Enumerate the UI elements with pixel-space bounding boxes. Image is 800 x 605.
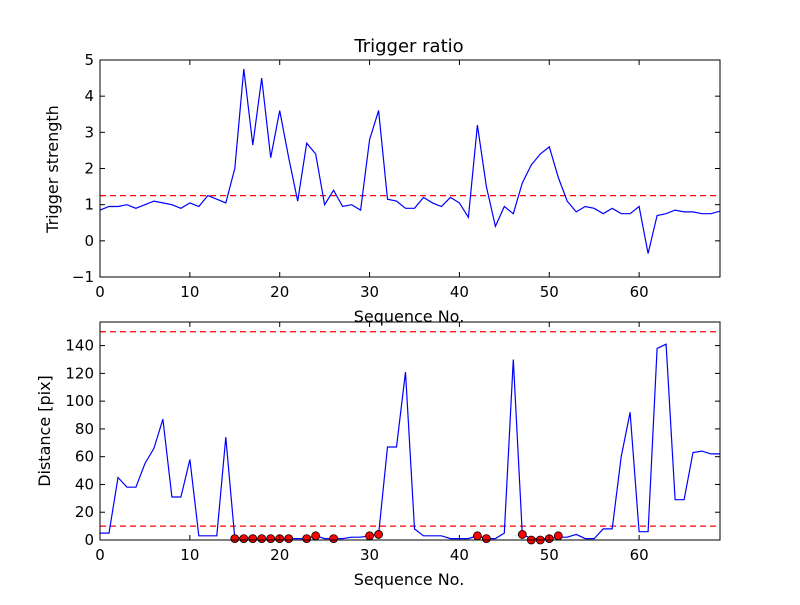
- x-axis-label-top: Sequence No.: [354, 307, 465, 326]
- y-tick-label: 60: [75, 448, 94, 466]
- data-point-marker: [374, 530, 383, 539]
- y-axis-label-bottom: Distance [pix]: [35, 375, 54, 487]
- y-tick-label: 3: [84, 123, 94, 141]
- data-point-marker: [481, 534, 491, 544]
- x-tick-label: 0: [95, 283, 105, 301]
- y-tick-label: 1: [84, 196, 94, 214]
- data-point-marker: [302, 534, 312, 544]
- x-tick-label: 60: [630, 546, 649, 564]
- x-tick-label: 50: [540, 546, 559, 564]
- x-tick-label: 60: [630, 283, 649, 301]
- data-point-marker: [230, 534, 240, 544]
- series-line: [100, 343, 720, 540]
- data-point-marker: [266, 534, 276, 544]
- distance-plot: 0 10 20 30 40 50 60 0 20 40 60 80 100 120 140: [65, 321, 721, 564]
- data-point-marker: [311, 531, 321, 541]
- y-axis-label-top: Trigger strength: [43, 105, 62, 234]
- x-tick-label: 40: [450, 546, 469, 564]
- x-tick-label: 0: [95, 546, 105, 564]
- y-tick-label: 80: [75, 420, 94, 438]
- x-axis-label-bottom: Sequence No.: [354, 570, 465, 589]
- y-tick-label: 2: [84, 160, 94, 178]
- x-tick-label: 20: [270, 546, 289, 564]
- data-point-marker: [329, 534, 339, 544]
- chart-title: Trigger ratio: [353, 36, 463, 57]
- x-tick-label: 10: [180, 283, 199, 301]
- y-tick-label: 0: [84, 232, 94, 250]
- y-tick-label: 140: [65, 337, 94, 355]
- y-tick-label: 20: [75, 503, 94, 521]
- data-point-marker: [284, 534, 294, 544]
- x-tick-label: 30: [360, 546, 379, 564]
- y-tick-label: 40: [75, 475, 94, 493]
- data-point-marker: [553, 531, 563, 541]
- data-point-marker: [248, 534, 258, 544]
- series-line: [99, 68, 721, 254]
- x-tick-label: 30: [360, 283, 379, 301]
- data-point-marker: [517, 530, 527, 539]
- y-tick-label: 100: [65, 392, 94, 410]
- y-tick-label: 0: [84, 531, 94, 549]
- x-tick-label: 20: [270, 283, 289, 301]
- x-tick-label: 40: [450, 283, 469, 301]
- data-point-marker: [257, 534, 267, 544]
- data-point-marker: [472, 531, 482, 541]
- x-tick-label: 50: [540, 283, 559, 301]
- data-point-marker: [239, 534, 249, 544]
- y-tick-label: 5: [84, 51, 94, 69]
- y-tick-label: −1: [72, 268, 94, 286]
- x-tick-label: 10: [180, 546, 199, 564]
- y-tick-label: 120: [65, 364, 94, 382]
- axes-frame: [99, 321, 721, 541]
- y-tick-label: 4: [84, 87, 94, 105]
